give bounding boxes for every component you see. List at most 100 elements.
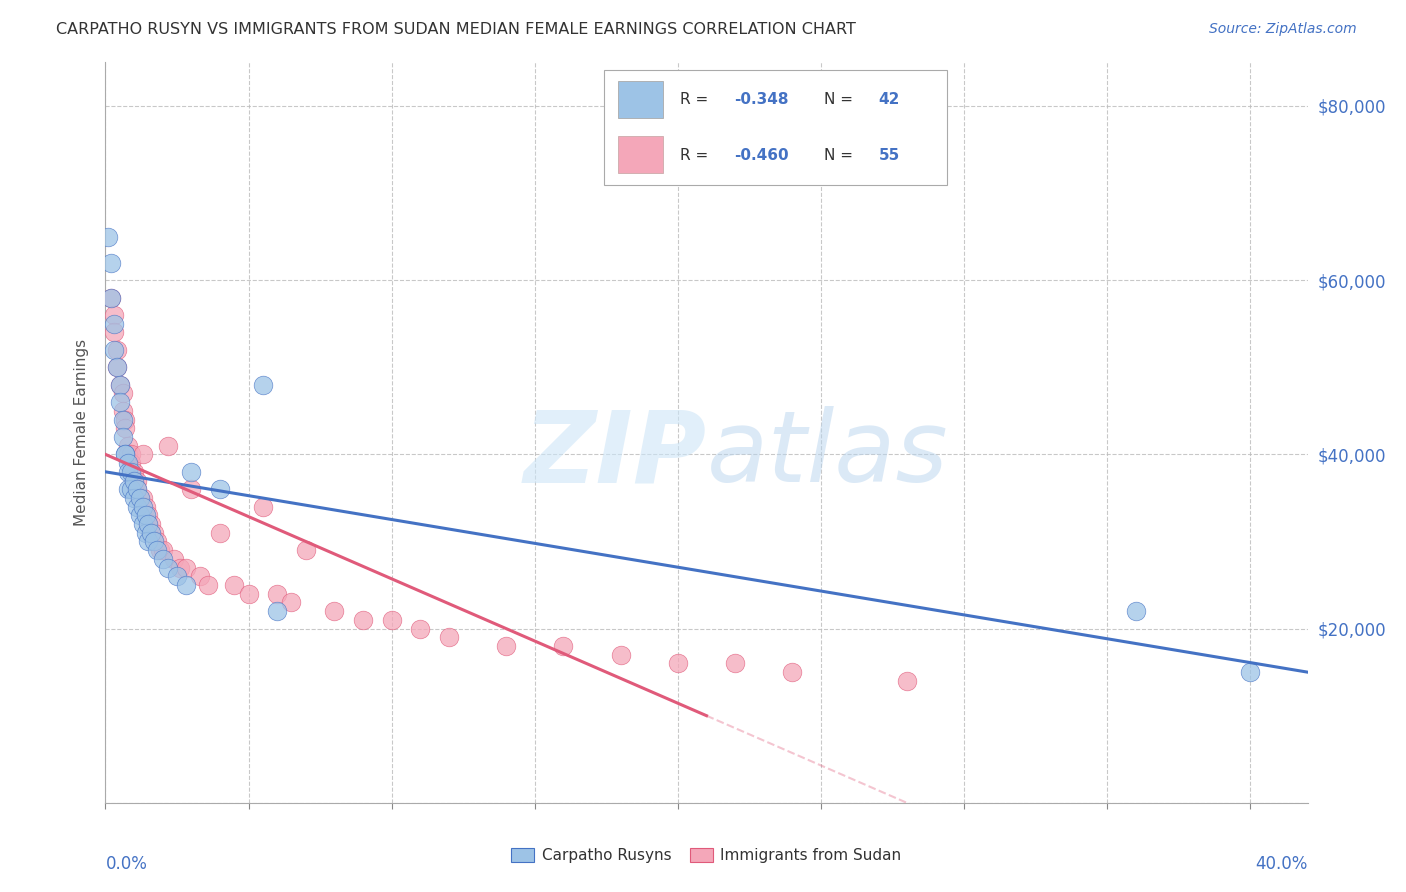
Point (146, 534, 169, 549)
Point (138, 508, 160, 523)
Point (180, 482, 202, 496)
Point (266, 587, 288, 601)
Point (495, 639, 517, 653)
Point (180, 465, 202, 479)
Point (122, 474, 145, 488)
Point (105, 343, 128, 357)
Point (1239, 665, 1261, 680)
Text: Source: ZipAtlas.com: Source: ZipAtlas.com (1209, 22, 1357, 37)
Point (114, 421, 136, 435)
Point (437, 630, 460, 644)
Point (120, 465, 142, 479)
Point (197, 578, 219, 592)
Point (128, 491, 150, 505)
Point (238, 587, 260, 601)
Point (896, 673, 918, 688)
Point (117, 447, 139, 461)
Point (103, 308, 125, 322)
Point (111, 404, 134, 418)
Text: ZIP: ZIP (523, 407, 707, 503)
Point (128, 491, 150, 505)
Point (252, 500, 274, 514)
Point (224, 578, 246, 592)
Point (120, 447, 142, 461)
Point (108, 377, 131, 392)
Point (152, 543, 174, 558)
Point (188, 569, 211, 583)
Point (131, 447, 153, 461)
Point (135, 508, 157, 523)
Point (108, 377, 131, 392)
Point (100, 256, 122, 270)
Point (157, 439, 180, 453)
Point (131, 517, 153, 532)
Y-axis label: Median Female Earnings: Median Female Earnings (75, 339, 90, 526)
Text: 40.0%: 40.0% (1256, 855, 1308, 872)
Point (149, 543, 172, 558)
Point (280, 595, 302, 609)
Point (169, 560, 191, 574)
Point (666, 657, 689, 671)
Point (111, 386, 134, 401)
Point (125, 482, 148, 496)
Point (122, 491, 145, 505)
Point (120, 456, 142, 470)
Point (117, 439, 139, 453)
Point (103, 343, 125, 357)
Point (138, 517, 160, 532)
Point (1125, 604, 1147, 618)
Legend: Carpatho Rusyns, Immigrants from Sudan: Carpatho Rusyns, Immigrants from Sudan (505, 842, 908, 869)
Point (724, 657, 747, 671)
Point (103, 317, 125, 331)
Point (266, 604, 288, 618)
Point (138, 534, 160, 549)
Point (152, 552, 174, 566)
Point (141, 525, 163, 540)
Point (125, 482, 148, 496)
Point (163, 552, 186, 566)
Point (111, 430, 134, 444)
Point (120, 482, 142, 496)
Point (352, 613, 374, 627)
Point (128, 508, 150, 523)
Point (208, 482, 231, 496)
Point (103, 326, 125, 340)
Point (553, 639, 575, 653)
Point (117, 465, 139, 479)
Point (208, 525, 231, 540)
Point (105, 360, 128, 375)
Text: CARPATHO RUSYN VS IMMIGRANTS FROM SUDAN MEDIAN FEMALE EARNINGS CORRELATION CHART: CARPATHO RUSYN VS IMMIGRANTS FROM SUDAN … (56, 22, 856, 37)
Point (146, 543, 169, 558)
Point (135, 500, 157, 514)
Point (323, 604, 346, 618)
Point (122, 465, 145, 479)
Point (609, 648, 631, 662)
Point (117, 482, 139, 496)
Point (252, 377, 274, 392)
Point (782, 665, 804, 680)
Point (138, 517, 160, 532)
Point (409, 622, 432, 636)
Point (122, 474, 145, 488)
Point (295, 543, 318, 558)
Point (114, 447, 136, 461)
Point (143, 534, 166, 549)
Point (100, 291, 122, 305)
Text: 0.0%: 0.0% (105, 855, 148, 872)
Point (108, 395, 131, 409)
Point (125, 500, 148, 514)
Point (117, 456, 139, 470)
Text: atlas: atlas (707, 407, 948, 503)
Point (135, 525, 157, 540)
Point (166, 569, 188, 583)
Point (100, 291, 122, 305)
Point (143, 525, 166, 540)
Point (114, 447, 136, 461)
Point (157, 560, 180, 574)
Point (114, 412, 136, 426)
Point (174, 560, 197, 574)
Point (381, 613, 404, 627)
Point (174, 578, 197, 592)
Point (97, 229, 120, 244)
Point (105, 360, 128, 375)
